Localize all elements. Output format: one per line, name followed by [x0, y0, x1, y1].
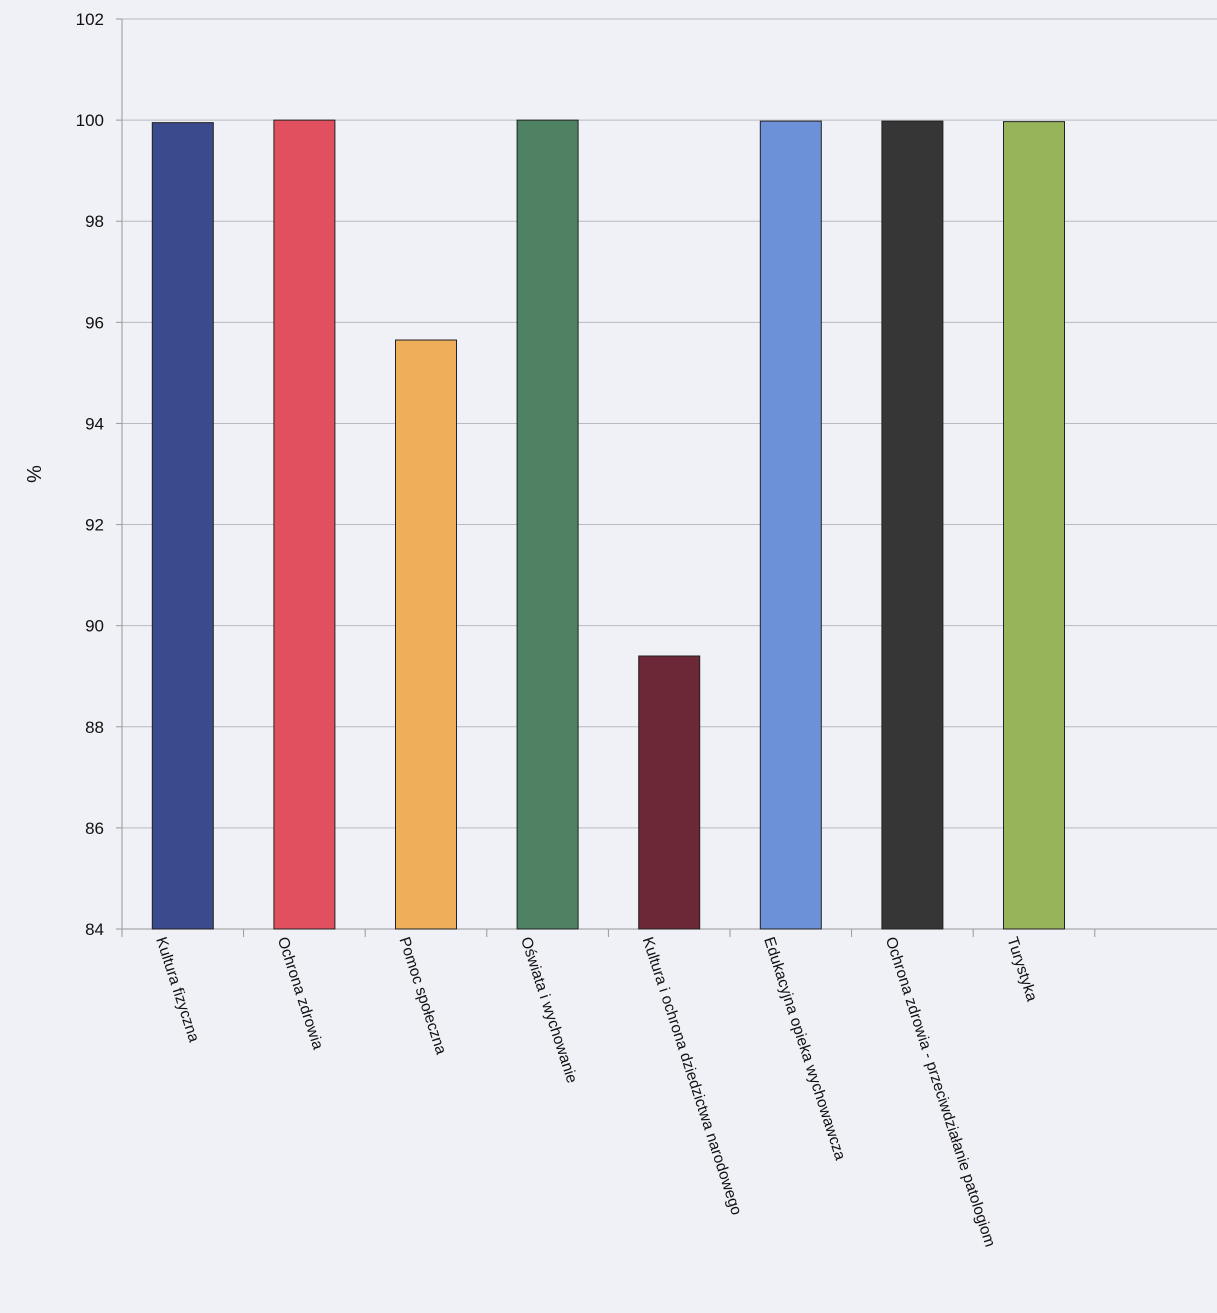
x-category-label: Pomoc społeczna — [395, 935, 449, 1057]
bar — [881, 120, 944, 930]
y-tick-labels: 84 86 88 90 92 94 96 98 100 102 — [76, 10, 104, 939]
bar — [516, 119, 579, 930]
x-category-label: Oświata i wychowanie — [517, 935, 580, 1085]
y-tick-label: 92 — [85, 516, 104, 535]
y-tick-label: 98 — [85, 212, 104, 231]
y-tick-label: 86 — [85, 819, 104, 838]
x-category-labels: Kultura fizyczna Ochrona zdrowia Pomoc spo… — [152, 935, 1040, 1249]
bar — [1003, 121, 1065, 930]
y-tick-label: 84 — [85, 920, 104, 939]
x-category-label: Ochrona zdrowia — [274, 935, 326, 1052]
bar — [273, 119, 336, 930]
bars — [151, 119, 1065, 930]
y-axis-title: % — [22, 465, 44, 483]
x-category-label: Edukacyjna opieka wychowawcza — [760, 935, 848, 1163]
bar — [759, 120, 822, 930]
y-tick-label: 102 — [76, 10, 104, 29]
x-category-label: Kultura i ochrona dziedzictwa narodowego — [639, 935, 745, 1217]
y-tick-label: 88 — [85, 718, 104, 737]
bar — [638, 655, 701, 930]
y-tick-label: 96 — [85, 313, 104, 332]
x-category-label: Turystyka — [1003, 935, 1040, 1004]
bar — [395, 339, 457, 930]
y-tick-label: 100 — [76, 111, 104, 130]
x-category-label: Kultura fizyczna — [152, 935, 202, 1045]
y-tick-label: 90 — [85, 617, 104, 636]
bar — [151, 122, 214, 930]
x-category-label: Ochrona zdrowia - przeciwdziałanie patol… — [882, 935, 999, 1249]
y-tick-label: 94 — [85, 414, 104, 433]
